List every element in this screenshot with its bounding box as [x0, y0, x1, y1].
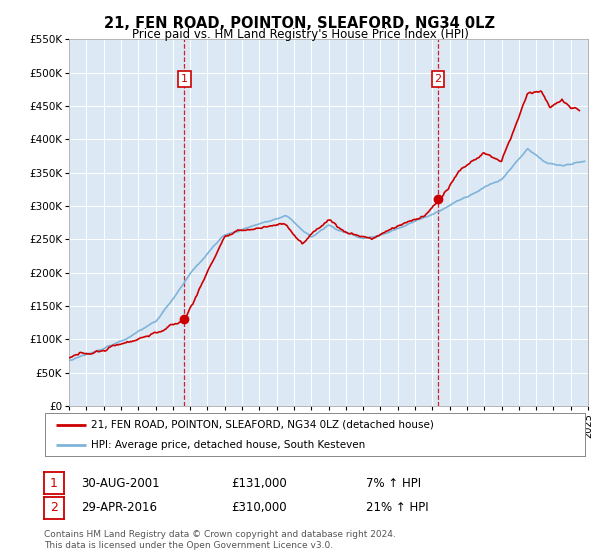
Text: 21, FEN ROAD, POINTON, SLEAFORD, NG34 0LZ: 21, FEN ROAD, POINTON, SLEAFORD, NG34 0L… [104, 16, 496, 31]
Text: 29-APR-2016: 29-APR-2016 [81, 501, 157, 515]
Text: HPI: Average price, detached house, South Kesteven: HPI: Average price, detached house, Sout… [91, 440, 365, 450]
Text: Price paid vs. HM Land Registry's House Price Index (HPI): Price paid vs. HM Land Registry's House … [131, 28, 469, 41]
Text: £310,000: £310,000 [231, 501, 287, 515]
Text: 7% ↑ HPI: 7% ↑ HPI [366, 477, 421, 490]
Text: 1: 1 [50, 477, 58, 490]
Text: £131,000: £131,000 [231, 477, 287, 490]
Text: 21, FEN ROAD, POINTON, SLEAFORD, NG34 0LZ (detached house): 21, FEN ROAD, POINTON, SLEAFORD, NG34 0L… [91, 419, 434, 430]
Text: Contains HM Land Registry data © Crown copyright and database right 2024.
This d: Contains HM Land Registry data © Crown c… [44, 530, 395, 550]
Text: 1: 1 [181, 74, 188, 84]
Text: 2: 2 [50, 501, 58, 515]
Text: 2: 2 [434, 74, 442, 84]
Text: 30-AUG-2001: 30-AUG-2001 [81, 477, 160, 490]
Text: 21% ↑ HPI: 21% ↑ HPI [366, 501, 428, 515]
